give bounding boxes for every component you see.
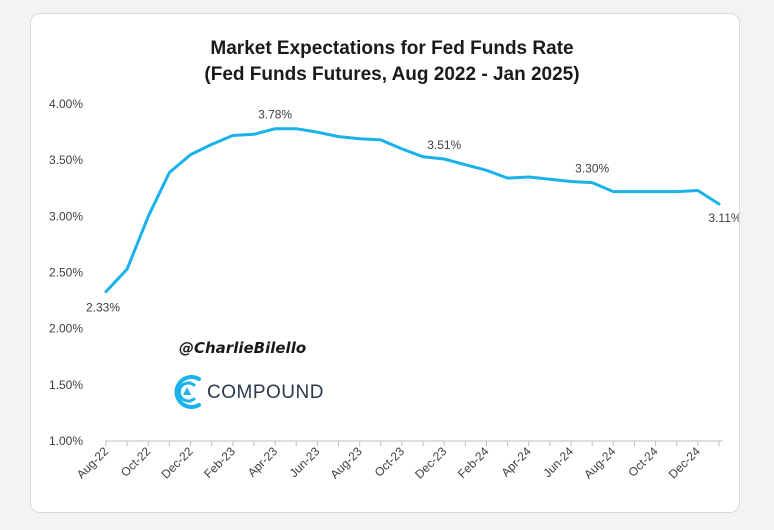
data-labels-group: 2.33% 3.78% 3.51% 3.30% 3.11%	[86, 108, 739, 315]
compound-logo-icon	[174, 375, 201, 409]
watermark: @CharlieBilello COMPOUND	[174, 339, 324, 409]
fed-funds-line-chart: Market Expectations for Fed Funds Rate (…	[49, 38, 739, 481]
x-tick-label: Oct-22	[118, 444, 154, 480]
data-label: 3.51%	[427, 138, 461, 152]
chart-title: Market Expectations for Fed Funds Rate	[210, 38, 573, 59]
y-tick-label: 3.50%	[49, 153, 83, 167]
data-label: 2.33%	[86, 301, 120, 315]
x-tick-label: Feb-23	[201, 444, 238, 481]
x-tick-label: Oct-24	[625, 444, 661, 480]
chart-subtitle: (Fed Funds Futures, Aug 2022 - Jan 2025)	[204, 64, 579, 85]
y-axis-tick-labels: 1.00% 1.50% 2.00% 2.50% 3.00% 3.50% 4.00%	[49, 97, 83, 448]
chart-card: Market Expectations for Fed Funds Rate (…	[30, 13, 740, 513]
x-tick-label: Dec-24	[666, 444, 703, 481]
x-tick-label: Feb-24	[455, 444, 492, 481]
x-tick-label: Oct-23	[372, 444, 408, 480]
data-label: 3.11%	[708, 211, 739, 225]
compound-brand-name: COMPOUND	[207, 382, 324, 403]
x-tick-label: Aug-24	[581, 444, 618, 481]
y-tick-label: 1.00%	[49, 434, 83, 448]
y-tick-label: 4.00%	[49, 97, 83, 111]
data-label: 3.30%	[575, 162, 609, 176]
x-tick-label: Aug-23	[328, 444, 365, 481]
series-group	[104, 127, 721, 294]
y-tick-label: 3.00%	[49, 209, 83, 223]
x-tick-label: Aug-22	[74, 444, 111, 481]
data-label: 3.78%	[258, 108, 292, 122]
x-axis: Aug-22 Oct-22 Dec-22 Feb-23 Apr-23 Jun-23 Aug-…	[74, 440, 723, 481]
x-tick-label: Apr-24	[499, 444, 535, 480]
y-tick-label: 1.50%	[49, 378, 83, 392]
twitter-handle: @CharlieBilello	[179, 339, 306, 357]
x-tick-label: Jun-23	[287, 444, 323, 480]
series-line	[104, 127, 721, 294]
y-tick-label: 2.00%	[49, 322, 83, 336]
y-tick-label: 2.50%	[49, 266, 83, 280]
x-tick-label: Dec-23	[412, 444, 449, 481]
x-tick-label: Dec-22	[158, 444, 195, 481]
x-tick-label: Jun-24	[540, 444, 576, 480]
x-tick-label: Apr-23	[245, 444, 281, 480]
